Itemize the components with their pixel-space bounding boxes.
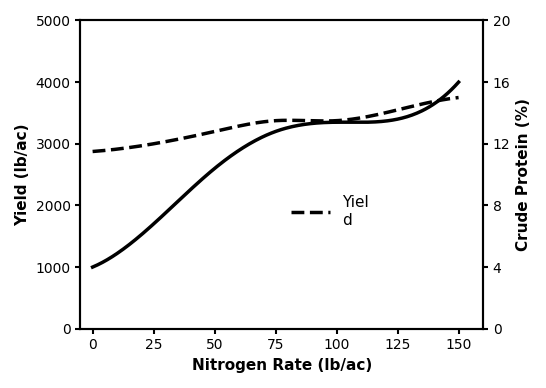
Y-axis label: Yield (lb/ac): Yield (lb/ac) bbox=[15, 123, 30, 226]
X-axis label: Nitrogen Rate (lb/ac): Nitrogen Rate (lb/ac) bbox=[192, 358, 372, 373]
Y-axis label: Crude Protein (%): Crude Protein (%) bbox=[516, 98, 531, 251]
Legend: Yiel
d: Yiel d bbox=[286, 189, 375, 234]
